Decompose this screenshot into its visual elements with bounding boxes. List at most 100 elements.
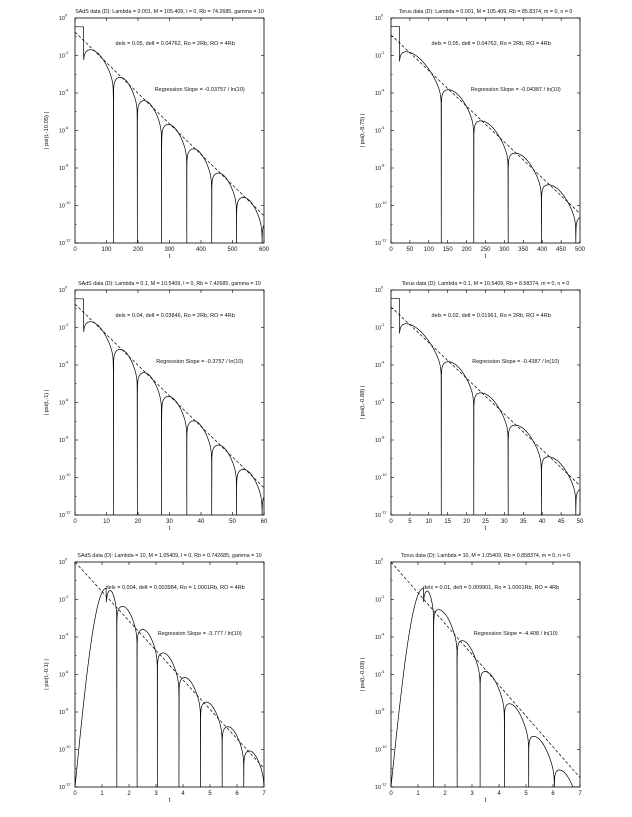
y-tick-label: 10 <box>375 241 381 247</box>
y-tick-exponent: 0 <box>381 558 383 562</box>
chart-title: Torus data (D): Lambda = 0.001, M = 105.… <box>399 9 573 15</box>
y-tick-exponent: -8 <box>381 708 384 712</box>
x-tick-label: 450 <box>556 247 567 253</box>
y-tick-label: 10 <box>59 166 65 172</box>
y-tick-exponent: -8 <box>381 164 384 168</box>
y-axis-label: | psi(t,-8.75) | <box>360 114 366 148</box>
y-tick-exponent: -2 <box>65 323 68 327</box>
x-tick-label: 6 <box>551 791 555 797</box>
y-axis-label: | psi(t,-0.1) | <box>44 659 50 690</box>
y-tick-exponent: -2 <box>65 595 68 599</box>
y-tick-label: 10 <box>375 476 381 482</box>
x-axis-label: t <box>169 254 171 260</box>
y-tick-exponent: -6 <box>65 670 68 674</box>
plot-area <box>75 26 264 243</box>
x-axis-label: t <box>485 798 487 804</box>
y-tick-label: 10 <box>375 91 381 97</box>
x-tick-label: 500 <box>227 247 238 253</box>
y-tick-label: 10 <box>375 438 381 444</box>
x-tick-label: 30 <box>501 519 508 525</box>
regression-slope-annotation: Regression Slope = -4.408 / ln(10) <box>474 631 558 637</box>
x-tick-label: 200 <box>133 247 144 253</box>
y-tick-label: 10 <box>375 363 381 369</box>
y-tick-label: 10 <box>59 785 65 791</box>
x-tick-label: 2 <box>127 791 131 797</box>
series-line-regression-fit <box>75 303 264 488</box>
x-tick-label: 250 <box>480 247 491 253</box>
y-tick-exponent: -2 <box>381 51 384 55</box>
y-axis-label: | psi(t,-1) | <box>44 390 50 416</box>
y-tick-label: 10 <box>59 635 65 641</box>
x-tick-label: 35 <box>520 519 527 525</box>
x-tick-label: 45 <box>558 519 565 525</box>
y-tick-label: 10 <box>375 204 381 210</box>
x-tick-label: 0 <box>73 247 77 253</box>
x-tick-label: 100 <box>424 247 435 253</box>
series-line-data <box>75 587 264 787</box>
plot-area <box>75 562 264 787</box>
y-tick-label: 10 <box>375 129 381 135</box>
x-tick-label: 6 <box>235 791 239 797</box>
y-tick-label: 10 <box>375 288 381 294</box>
chart-title: Torus data (D): Lambda = 10, M = 1.05409… <box>401 553 570 559</box>
y-tick-label: 10 <box>59 241 65 247</box>
x-axis-label: t <box>485 526 487 532</box>
chart-title: SAdS data (D): Lambda = 10, M = 1.05409,… <box>77 553 261 559</box>
chart-title: SAdS data (D): Lambda = 0.001, M = 105.4… <box>75 9 264 15</box>
series-line-regression-fit <box>75 31 264 216</box>
plot-frame <box>74 289 265 516</box>
plot-frame <box>390 561 581 788</box>
plot-frame <box>390 17 581 244</box>
plot-area <box>75 298 264 515</box>
plot-area <box>391 26 580 243</box>
y-tick-label: 10 <box>375 785 381 791</box>
x-tick-label: 15 <box>444 519 451 525</box>
y-tick-label: 10 <box>59 363 65 369</box>
y-tick-exponent: -12 <box>381 783 387 787</box>
x-tick-label: 500 <box>575 247 586 253</box>
x-tick-label: 10 <box>425 519 432 525</box>
regression-slope-annotation: Regression Slope = -0.4387 / ln(10) <box>472 359 559 365</box>
y-tick-label: 10 <box>59 748 65 754</box>
y-tick-exponent: -4 <box>381 361 384 365</box>
x-tick-label: 4 <box>497 791 501 797</box>
y-tick-label: 10 <box>375 54 381 60</box>
y-tick-label: 10 <box>59 401 65 407</box>
y-tick-label: 10 <box>59 476 65 482</box>
series-line-data <box>75 298 264 515</box>
y-tick-label: 10 <box>375 16 381 22</box>
x-tick-label: 20 <box>463 519 470 525</box>
plot-area <box>391 562 580 787</box>
y-tick-exponent: -6 <box>381 126 384 130</box>
y-tick-label: 10 <box>59 54 65 60</box>
x-tick-label: 400 <box>196 247 207 253</box>
y-tick-label: 10 <box>375 166 381 172</box>
x-tick-label: 1 <box>416 791 420 797</box>
x-tick-label: 600 <box>259 247 270 253</box>
x-tick-label: 200 <box>462 247 473 253</box>
series-line-data <box>391 587 580 787</box>
x-tick-label: 40 <box>539 519 546 525</box>
y-tick-exponent: -6 <box>381 670 384 674</box>
x-tick-label: 0 <box>389 519 393 525</box>
y-tick-exponent: -2 <box>381 595 384 599</box>
y-tick-exponent: -10 <box>65 745 71 749</box>
parameters-annotation: delx = 0.05, delt = 0.04762, Ro = 2Rb, R… <box>432 41 551 47</box>
parameters-annotation: delx = 0.004, delt = 0.003984, Ro = 1.00… <box>106 585 245 591</box>
chart-panel-1: SAdS data (D): Lambda = 0.001, M = 105.4… <box>44 9 270 260</box>
x-tick-label: 20 <box>135 519 142 525</box>
x-tick-label: 5 <box>408 519 412 525</box>
y-tick-label: 10 <box>375 635 381 641</box>
x-axis-label: t <box>169 798 171 804</box>
y-tick-exponent: -4 <box>65 361 68 365</box>
y-tick-exponent: -2 <box>65 51 68 55</box>
plot-frame <box>74 17 265 244</box>
series-line-regression-fit <box>391 562 580 778</box>
x-tick-label: 400 <box>537 247 548 253</box>
y-tick-exponent: 0 <box>381 14 383 18</box>
y-tick-label: 10 <box>59 710 65 716</box>
y-tick-exponent: -10 <box>65 201 71 205</box>
parameters-annotation: delx = 0.01, delt = 0.009901, Ro = 1.000… <box>423 585 559 591</box>
x-tick-label: 25 <box>482 519 489 525</box>
x-axis-label: t <box>485 254 487 260</box>
